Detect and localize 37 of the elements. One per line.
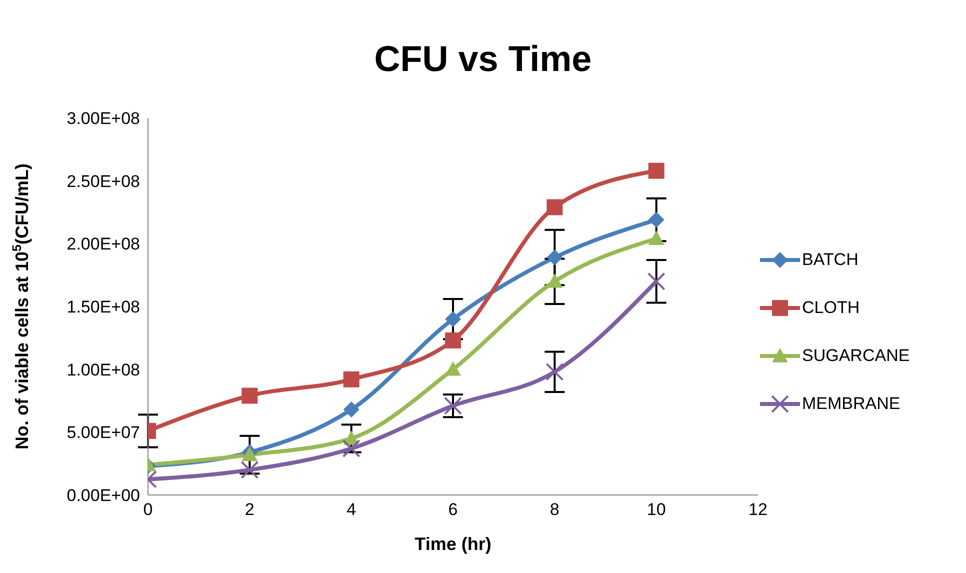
y-tick-label: 2.50E+08 <box>66 172 140 191</box>
y-tick-label: 0.00E+00 <box>66 486 140 506</box>
legend-label: MEMBRANE <box>802 394 900 414</box>
x-tick-label: 2 <box>244 500 254 520</box>
point <box>546 362 564 381</box>
point <box>444 396 462 415</box>
y-tick-label: 2.00E+08 <box>66 234 140 254</box>
point <box>242 388 258 404</box>
point <box>240 460 259 479</box>
x-tick-label: 8 <box>550 500 560 520</box>
point <box>445 332 461 348</box>
point <box>445 311 461 328</box>
point <box>647 272 666 290</box>
y-tick-label: 5.00E+07 <box>66 423 140 442</box>
point <box>546 249 563 266</box>
y-tick-label: 1.50E+08 <box>66 298 140 317</box>
x-tick-label: 12 <box>748 500 768 520</box>
legend-label: BATCH <box>802 250 858 270</box>
x-tick-label: 0 <box>143 500 153 520</box>
point <box>546 199 563 216</box>
point <box>342 440 360 458</box>
point <box>445 361 461 376</box>
point <box>648 212 664 228</box>
legend-label: CLOTH <box>802 298 860 318</box>
x-tick-label: 10 <box>646 500 666 520</box>
x-tick-label: 6 <box>448 500 458 520</box>
chart-title: CFU vs Time <box>373 37 593 81</box>
point <box>546 273 563 288</box>
point <box>648 230 664 246</box>
x-tick-label: 4 <box>346 500 356 520</box>
legend-label: SUGARCANE <box>802 346 910 366</box>
y-tick-label: 3.00E+08 <box>66 109 140 128</box>
point <box>648 162 664 179</box>
point <box>343 371 360 388</box>
point <box>343 402 360 418</box>
x-axis-title: Time (hr) <box>414 534 492 554</box>
y-tick-label: 1.00E+08 <box>66 360 140 380</box>
